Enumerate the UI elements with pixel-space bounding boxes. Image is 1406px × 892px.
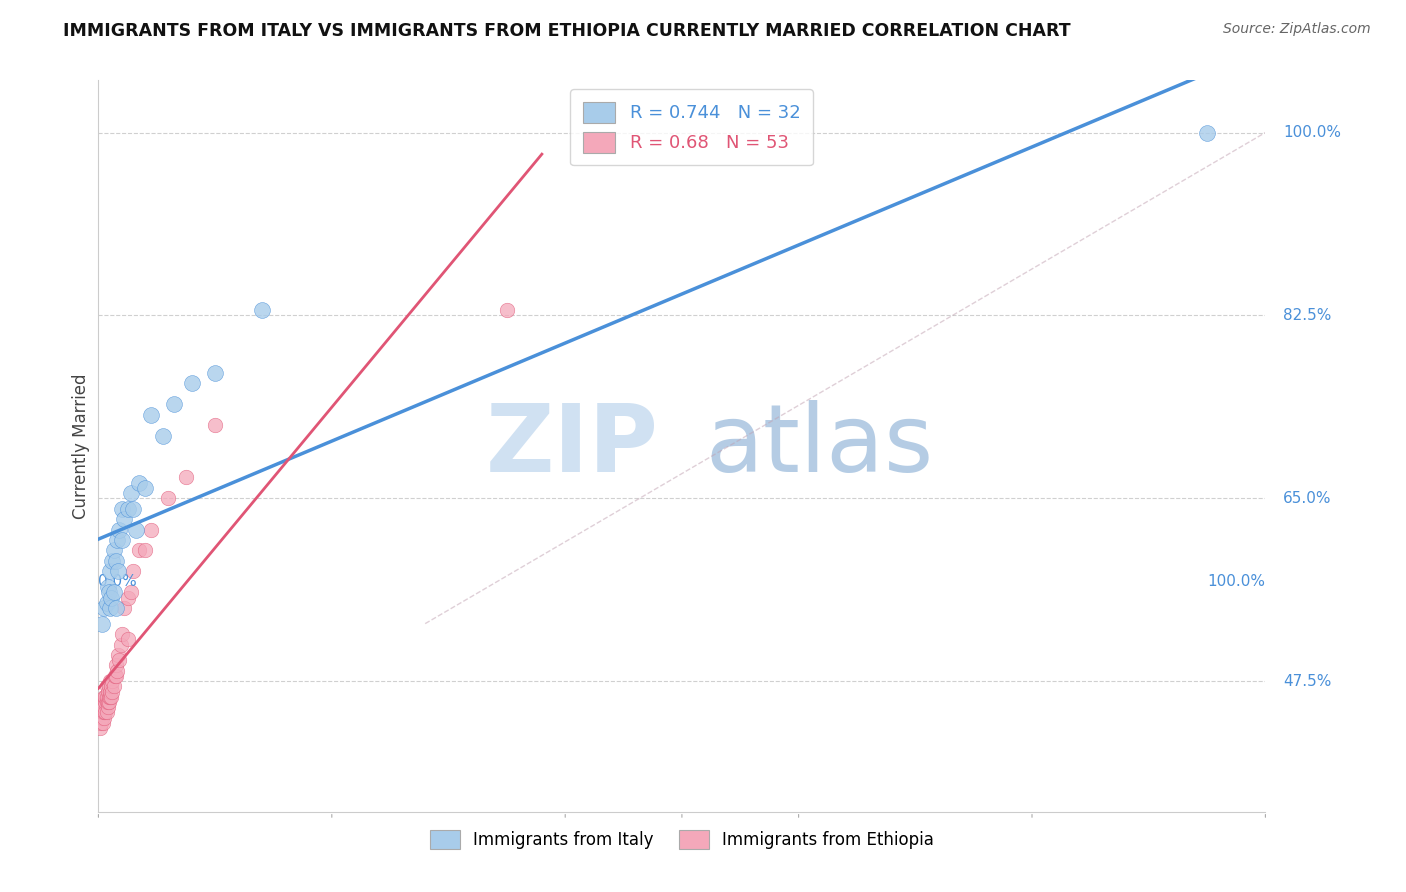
Text: Source: ZipAtlas.com: Source: ZipAtlas.com	[1223, 22, 1371, 37]
Point	[90, 706, 112, 720]
Point	[96, 706, 118, 720]
Point	[134, 481, 156, 495]
Point	[101, 674, 124, 689]
Point	[98, 690, 121, 704]
Point	[120, 585, 142, 599]
Point	[117, 591, 139, 605]
Point	[93, 711, 115, 725]
Point	[100, 679, 122, 693]
Point	[128, 543, 150, 558]
Point	[104, 554, 127, 568]
Text: atlas: atlas	[706, 400, 934, 492]
Point	[250, 303, 273, 318]
Point	[97, 695, 120, 709]
Text: ZIP: ZIP	[485, 400, 658, 492]
Text: 82.5%: 82.5%	[1282, 308, 1331, 323]
Point	[105, 533, 128, 547]
Point	[122, 565, 145, 579]
Point	[112, 601, 135, 615]
Point	[96, 679, 118, 693]
Point	[120, 486, 142, 500]
Point	[1195, 126, 1218, 140]
Point	[101, 684, 124, 698]
Point	[93, 700, 115, 714]
Text: IMMIGRANTS FROM ITALY VS IMMIGRANTS FROM ETHIOPIA CURRENTLY MARRIED CORRELATION : IMMIGRANTS FROM ITALY VS IMMIGRANTS FROM…	[63, 22, 1071, 40]
Point	[111, 501, 134, 516]
Point	[122, 501, 145, 516]
Point	[90, 715, 112, 730]
Point	[108, 523, 131, 537]
Point	[100, 591, 122, 605]
Text: 47.5%: 47.5%	[1282, 673, 1331, 689]
Point	[89, 721, 111, 735]
Point	[103, 679, 125, 693]
Point	[94, 690, 117, 704]
Point	[90, 616, 112, 631]
Point	[97, 690, 120, 704]
Point	[174, 470, 197, 484]
Point	[117, 501, 139, 516]
Text: 65.0%: 65.0%	[1282, 491, 1331, 506]
Point	[152, 428, 174, 442]
Point	[91, 715, 114, 730]
Point	[97, 585, 120, 599]
Point	[107, 648, 129, 662]
Point	[163, 397, 186, 411]
Point	[96, 690, 118, 704]
Point	[98, 565, 121, 579]
Text: 100.0%: 100.0%	[1208, 574, 1265, 589]
Point	[496, 303, 519, 318]
Point	[97, 580, 120, 594]
Point	[105, 664, 128, 678]
Point	[204, 418, 226, 433]
Point	[97, 695, 120, 709]
Point	[98, 674, 121, 689]
Legend: Immigrants from Italy, Immigrants from Ethiopia: Immigrants from Italy, Immigrants from E…	[423, 823, 941, 856]
Point	[204, 366, 226, 380]
Point	[108, 653, 131, 667]
Point	[90, 711, 112, 725]
Point	[90, 700, 112, 714]
Point	[180, 376, 202, 391]
Point	[128, 475, 150, 490]
Point	[100, 690, 122, 704]
Point	[93, 706, 115, 720]
Point	[91, 695, 114, 709]
Point	[98, 684, 121, 698]
Point	[97, 679, 120, 693]
Point	[98, 601, 121, 615]
Point	[96, 695, 118, 709]
Point	[112, 512, 135, 526]
Point	[134, 543, 156, 558]
Point	[103, 543, 125, 558]
Text: 100.0%: 100.0%	[1282, 125, 1341, 140]
Point	[97, 700, 120, 714]
Point	[93, 601, 115, 615]
Point	[125, 523, 148, 537]
Y-axis label: Currently Married: Currently Married	[72, 373, 90, 519]
Point	[93, 690, 115, 704]
Point	[104, 601, 127, 615]
Point	[104, 669, 127, 683]
Point	[104, 669, 127, 683]
Point	[91, 706, 114, 720]
Point	[94, 706, 117, 720]
Point	[97, 684, 120, 698]
Text: 0.0%: 0.0%	[98, 574, 138, 589]
Point	[139, 523, 162, 537]
Point	[111, 533, 134, 547]
Point	[157, 491, 180, 506]
Point	[111, 627, 134, 641]
Point	[107, 565, 129, 579]
Point	[96, 596, 118, 610]
Point	[103, 585, 125, 599]
Point	[110, 638, 132, 652]
Point	[101, 554, 124, 568]
Point	[117, 632, 139, 647]
Point	[94, 695, 117, 709]
Point	[139, 408, 162, 422]
Point	[104, 658, 127, 673]
